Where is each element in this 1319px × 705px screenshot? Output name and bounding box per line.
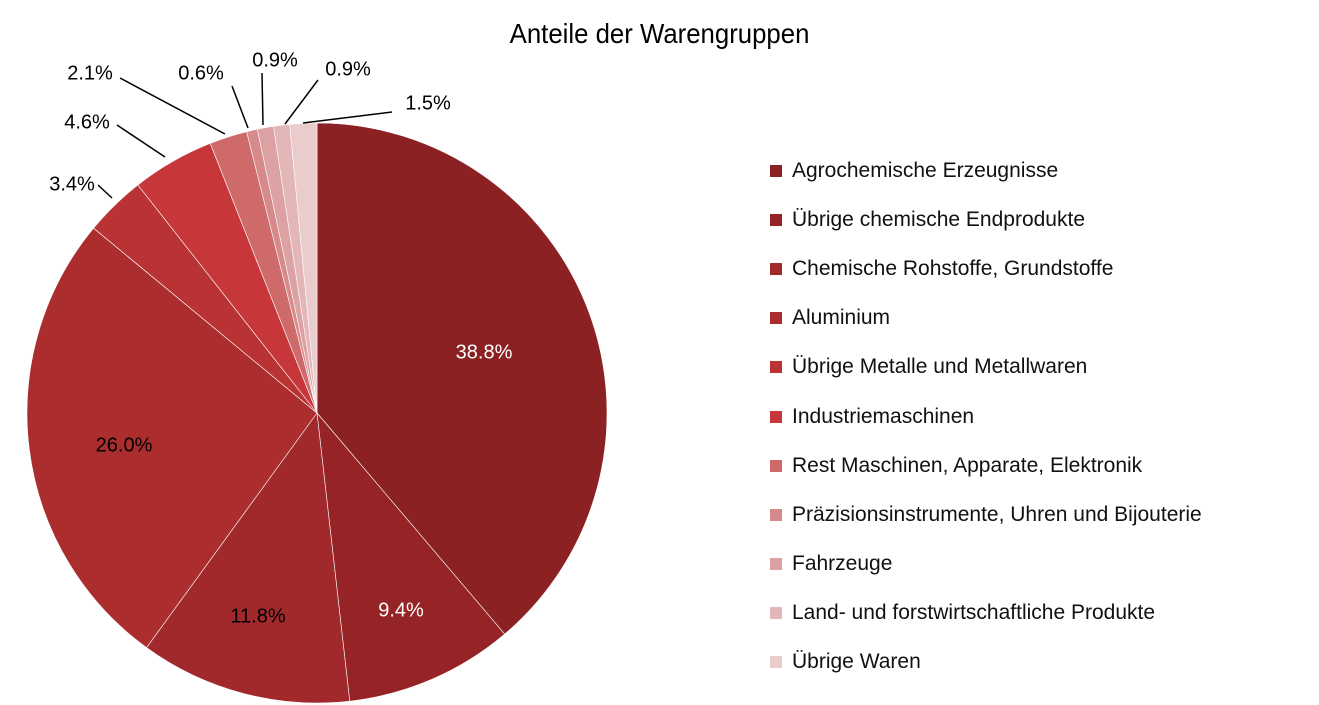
pie-slice-2 xyxy=(316,412,506,702)
data-label-9: 0.9% xyxy=(252,49,298,71)
pie-slice-1 xyxy=(316,122,608,635)
legend-swatch xyxy=(770,656,782,669)
legend-label: Übrige Waren xyxy=(792,650,921,674)
legend-swatch xyxy=(770,361,782,374)
legend-item: Agrochemische Erzeugnisse xyxy=(770,146,1202,195)
leader-line-9 xyxy=(261,72,264,126)
legend-swatch xyxy=(770,164,782,177)
legend-label: Agrochemische Erzeugnisse xyxy=(792,158,1059,182)
leader-line-6 xyxy=(116,124,166,158)
data-label-7: 2.1% xyxy=(67,62,113,84)
legend-swatch xyxy=(770,410,782,423)
data-label-5: 3.4% xyxy=(49,173,95,195)
legend-item: Präzisionsinstrumente, Uhren und Bijoute… xyxy=(770,490,1202,539)
legend-item: Rest Maschinen, Apparate, Elektronik xyxy=(770,441,1202,490)
chart-title: Anteile der Warengruppen xyxy=(509,18,810,49)
legend-label: Übrige Metalle und Metallwaren xyxy=(792,355,1088,379)
legend-swatch xyxy=(770,459,782,472)
data-label-1: 38.8% xyxy=(456,341,513,363)
pie-slice-4 xyxy=(26,227,318,649)
data-label-2: 9.4% xyxy=(378,599,424,621)
legend-label: Präzisionsinstrumente, Uhren und Bijoute… xyxy=(792,502,1202,526)
leader-line-7 xyxy=(119,77,226,135)
legend-item: Fahrzeuge xyxy=(770,540,1202,589)
legend-item: Industriemaschinen xyxy=(770,392,1202,441)
data-label-3: 11.8% xyxy=(230,605,285,627)
legend-swatch xyxy=(770,607,782,620)
legend-item: Land- und forstwirtschaftliche Produkte xyxy=(770,589,1202,638)
data-label-8: 0.6% xyxy=(178,62,224,84)
legend-item: Aluminium xyxy=(770,294,1202,343)
legend-item: Übrige chemische Endprodukte xyxy=(770,195,1202,244)
leader-line-11 xyxy=(302,111,393,124)
legend-item: Chemische Rohstoffe, Grundstoffe xyxy=(770,244,1202,293)
legend-item: Übrige Metalle und Metallwaren xyxy=(770,343,1202,392)
legend-item: Übrige Waren xyxy=(770,638,1202,687)
legend: Agrochemische Erzeugnisse Übrige chemisch… xyxy=(770,146,1202,687)
legend-label: Industriemaschinen xyxy=(792,404,975,428)
pie-slice-3 xyxy=(146,412,351,704)
legend-swatch xyxy=(770,508,782,521)
leader-line-10 xyxy=(284,79,319,125)
legend-swatch xyxy=(770,558,782,571)
legend-label: Aluminium xyxy=(792,306,891,330)
legend-label: Chemische Rohstoffe, Grundstoffe xyxy=(792,256,1114,280)
legend-label: Land- und forstwirtschaftliche Produkte xyxy=(792,601,1156,625)
legend-label: Rest Maschinen, Apparate, Elektronik xyxy=(792,453,1143,477)
legend-swatch xyxy=(770,312,782,325)
data-label-4: 26.0% xyxy=(96,434,153,456)
data-label-10: 0.9% xyxy=(325,58,371,80)
leader-line-5 xyxy=(97,184,113,199)
legend-label: Fahrzeuge xyxy=(792,552,893,576)
data-label-11: 1.5% xyxy=(405,92,451,114)
legend-label: Übrige chemische Endprodukte xyxy=(792,207,1085,231)
data-label-6: 4.6% xyxy=(64,111,110,133)
leader-line-8 xyxy=(231,85,249,129)
legend-swatch xyxy=(770,262,782,275)
legend-swatch xyxy=(770,213,782,226)
